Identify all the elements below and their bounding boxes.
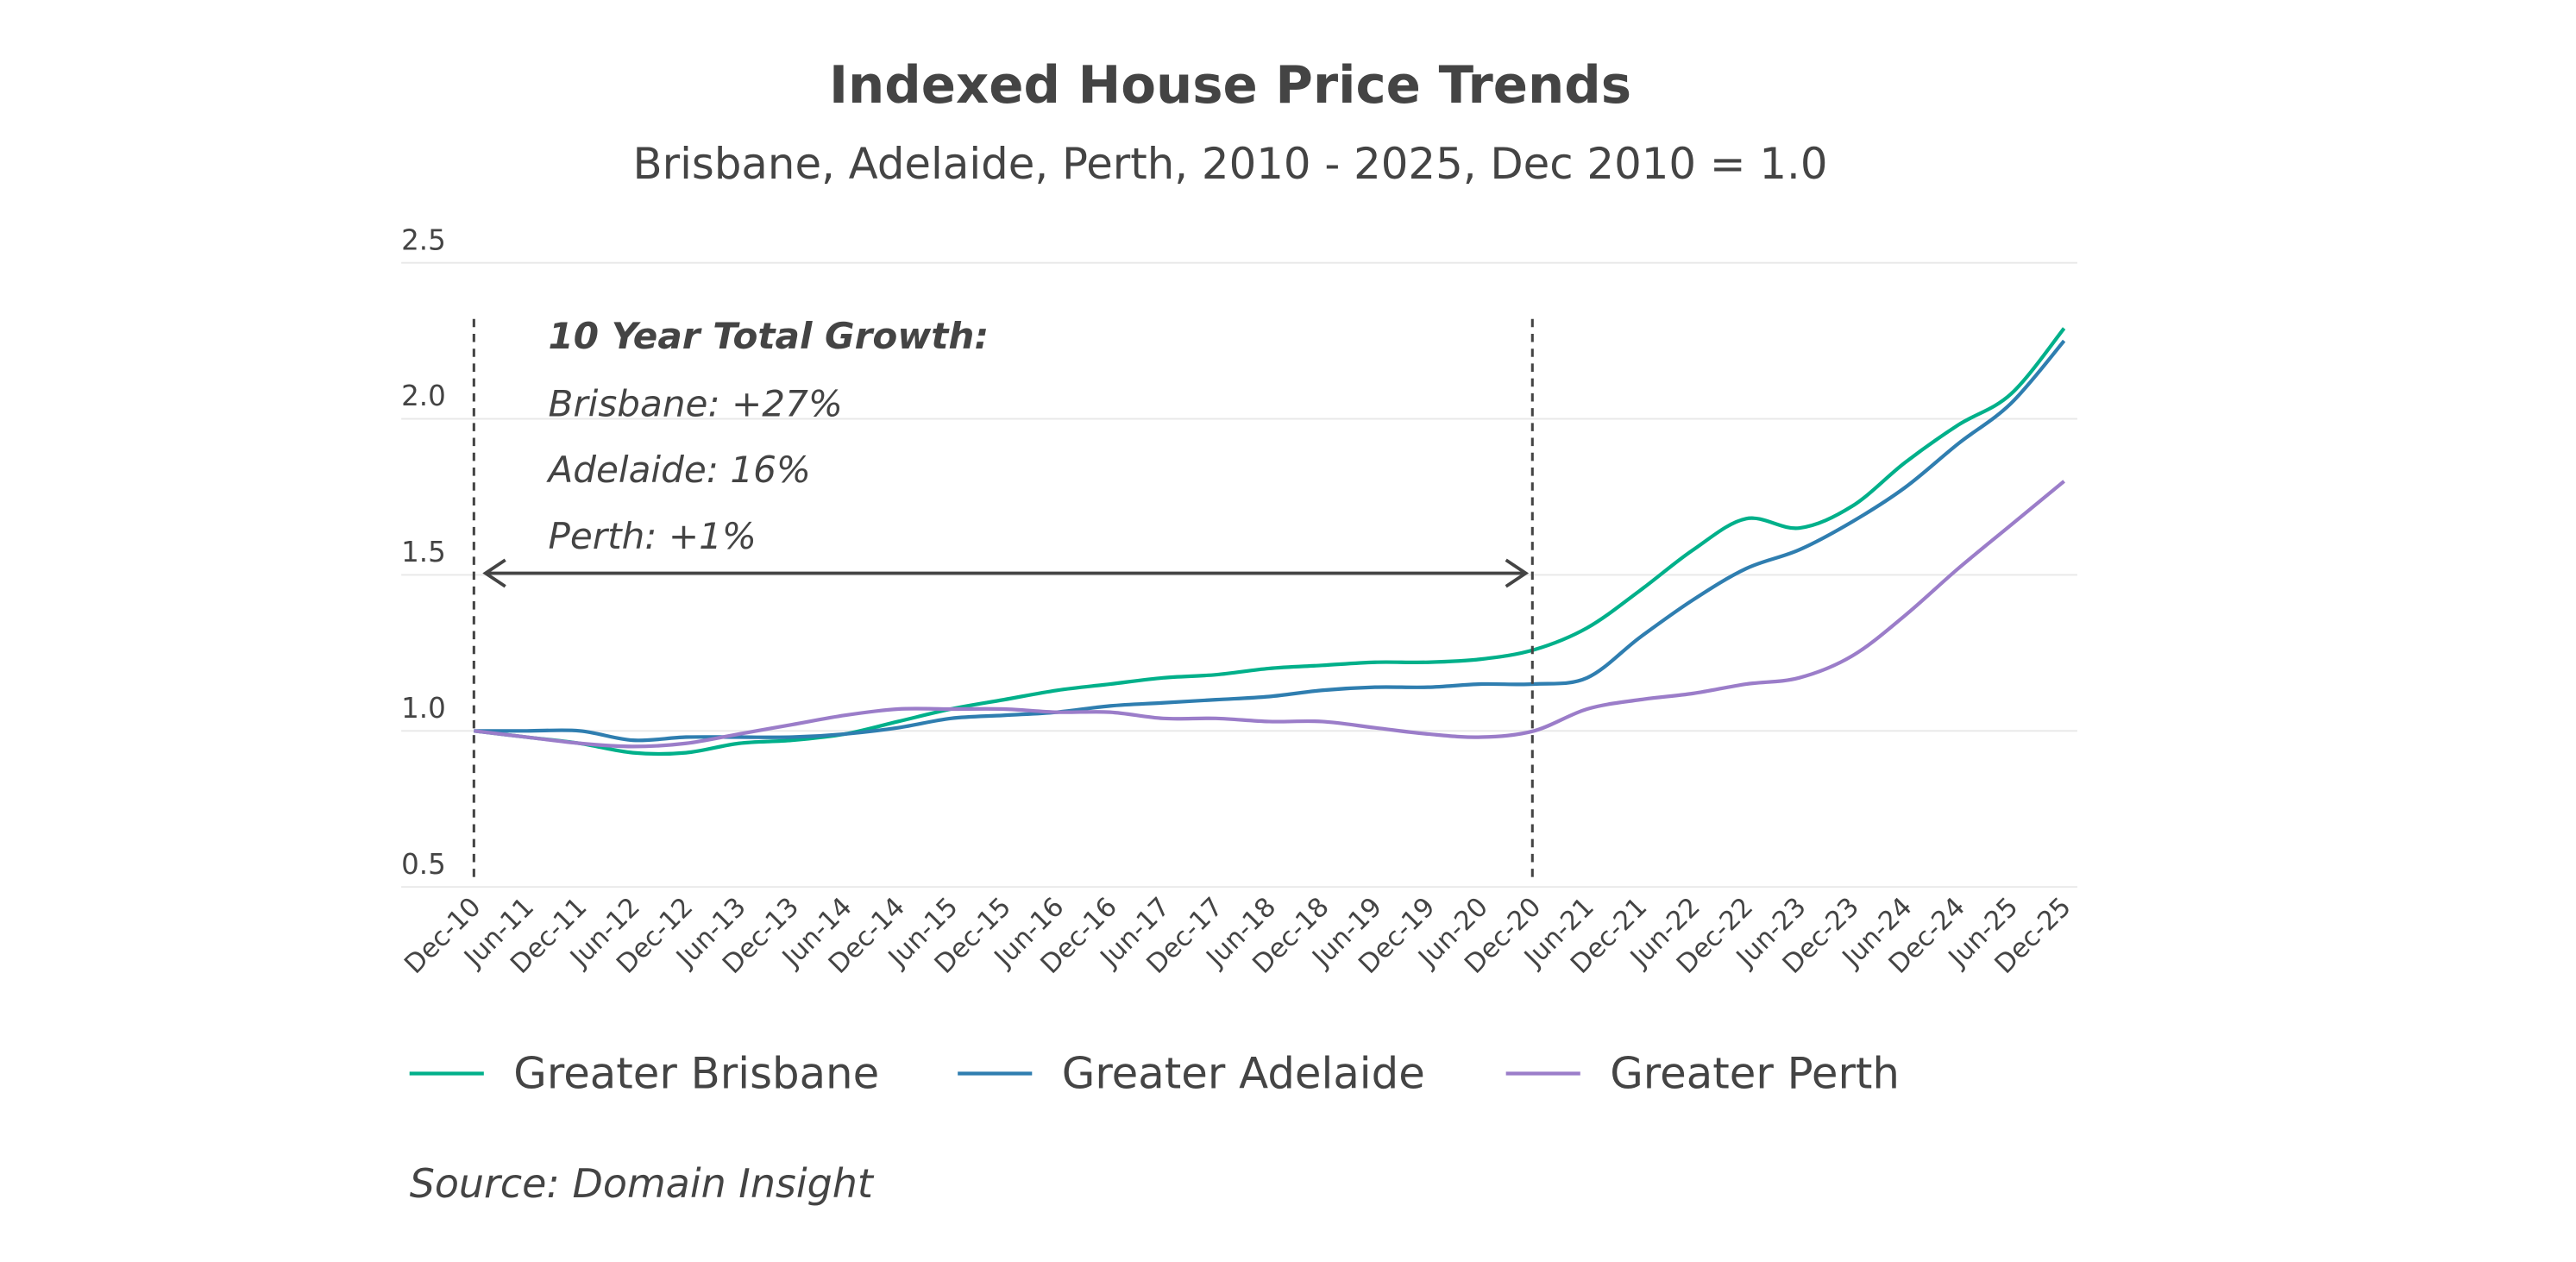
svg-text:Greater Perth: Greater Perth xyxy=(1610,1049,1900,1099)
source-note: Source: Domain Insight xyxy=(410,1160,875,1207)
series-line-greater-brisbane xyxy=(474,327,2066,757)
y-tick-label: 0.5 xyxy=(401,848,446,881)
series-line-greater-adelaide xyxy=(474,339,2066,743)
svg-text:Greater Brisbane: Greater Brisbane xyxy=(513,1049,879,1099)
legend-item-perth[interactable]: Greater Perth xyxy=(1505,1049,1900,1099)
y-tick-label: 1.0 xyxy=(401,692,446,725)
svg-text:Greater Adelaide: Greater Adelaide xyxy=(1062,1049,1425,1099)
annotation-heading: 10 Year Total Growth: xyxy=(548,315,989,357)
series-lines xyxy=(474,327,2066,757)
period-double-arrow xyxy=(482,558,1530,588)
chart-title: Indexed House Price Trends xyxy=(829,55,1631,115)
annotation-brisbane: Brisbane: +27% xyxy=(548,383,842,425)
x-axis: Dec-10Jun-11Dec-11Jun-12Dec-12Jun-13Dec-… xyxy=(399,892,2077,980)
y-tick-label: 2.0 xyxy=(401,380,446,412)
annotation-adelaide: Adelaide: 16% xyxy=(545,449,810,491)
legend-item-adelaide[interactable]: Greater Adelaide xyxy=(958,1049,1425,1099)
y-tick-label: 2.5 xyxy=(401,223,446,256)
legend: Greater Brisbane Greater Adelaide Greate… xyxy=(409,1049,1900,1099)
y-axis: 0.5 1.0 1.5 2.0 2.5 xyxy=(401,223,446,881)
annotation: 10 Year Total Growth: Brisbane: +27% Ade… xyxy=(472,315,1534,879)
chart-subtitle: Brisbane, Adelaide, Perth, 2010 - 2025, … xyxy=(633,139,1828,189)
annotation-perth: Perth: +1% xyxy=(548,515,756,557)
legend-item-brisbane[interactable]: Greater Brisbane xyxy=(409,1049,880,1099)
series-line-greater-perth xyxy=(474,480,2065,749)
y-tick-label: 1.5 xyxy=(401,536,446,568)
